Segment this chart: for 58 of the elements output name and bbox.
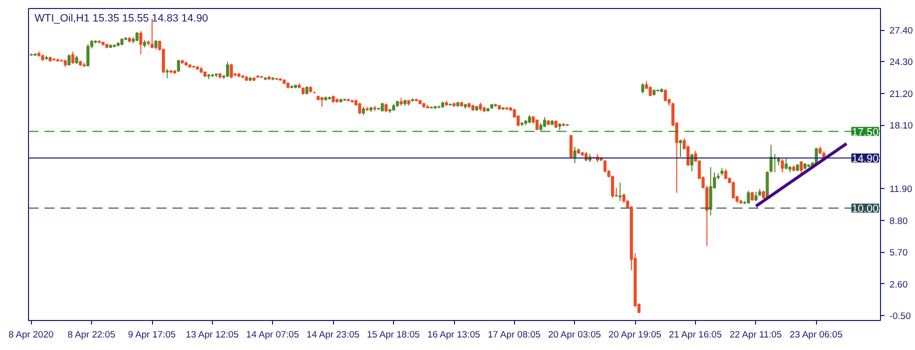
x-tick-label: 14 Apr 07:05: [246, 330, 300, 340]
candlestick: [150, 18, 154, 49]
candlestick: [618, 182, 622, 202]
candlestick: [569, 134, 573, 158]
x-tick-label: 9 Apr 17:05: [128, 330, 176, 340]
x-tick-label: 21 Apr 16:05: [668, 330, 722, 340]
candlestick: [68, 54, 71, 66]
candlestick: [709, 166, 712, 216]
candlestick: [724, 168, 728, 179]
candlestick: [543, 116, 546, 128]
candlestick: [603, 160, 607, 173]
candlestick: [320, 97, 324, 108]
candlestick: [226, 61, 230, 78]
x-tick-label: 17 Apr 08:05: [488, 330, 541, 340]
candlestick: [154, 40, 158, 50]
candlestick: [641, 82, 644, 94]
candlestick: [678, 139, 682, 158]
candlestick: [86, 44, 90, 66]
candlestick: [536, 120, 539, 131]
candlestick: [780, 158, 784, 173]
y-tick-label: 21.20: [890, 88, 913, 99]
ref-line-label: 17.50: [852, 126, 879, 138]
x-tick-label: 22 Apr 11:05: [730, 330, 782, 340]
candlestick: [573, 146, 576, 164]
y-tick-label: 8.80: [890, 216, 908, 226]
candlestick: [358, 102, 362, 114]
candlestick: [135, 32, 139, 42]
x-tick-label: 13 Apr 12:05: [186, 330, 239, 340]
x-tick-label: 20 Apr 03:05: [548, 330, 601, 340]
y-tick-label: 11.90: [890, 184, 912, 194]
x-tick-label: 20 Apr 19:05: [608, 330, 662, 340]
chart-title: WTI_Oil,H1 15.35 15.55 14.83 14.90: [34, 12, 208, 24]
x-tick-label: 15 Apr 18:05: [366, 330, 420, 340]
candlestick: [648, 86, 652, 96]
y-tick-label: 2.60: [890, 279, 908, 290]
candlestick: [230, 63, 233, 79]
ref-line-label: 10.00: [852, 203, 879, 216]
y-tick-label: 24.30: [890, 57, 913, 68]
candlestick: [176, 59, 180, 72]
candlestick: [746, 190, 750, 204]
x-tick-label: 23 Apr 06:05: [790, 330, 843, 340]
candlestick: [139, 30, 142, 56]
candlestick: [754, 191, 758, 202]
x-tick-label: 14 Apr 23:05: [306, 330, 360, 340]
y-tick-label: -0.50: [890, 311, 911, 322]
y-tick-label: 27.40: [890, 26, 913, 36]
candlestick: [71, 51, 74, 64]
y-tick-label: 5.70: [890, 248, 908, 258]
y-tick-label: 18.10: [890, 120, 913, 131]
ref-line-label: 14.90: [852, 153, 879, 165]
x-tick-label: 8 Apr 2020: [8, 330, 54, 340]
candlestick: [784, 158, 788, 170]
candlestick: [166, 68, 169, 79]
x-tick-label: 8 Apr 22:05: [68, 330, 116, 340]
candlestick: [770, 144, 773, 173]
x-tick-label: 16 Apr 13:05: [427, 330, 480, 340]
candlestick: [622, 193, 626, 204]
candlestick: [800, 160, 803, 176]
